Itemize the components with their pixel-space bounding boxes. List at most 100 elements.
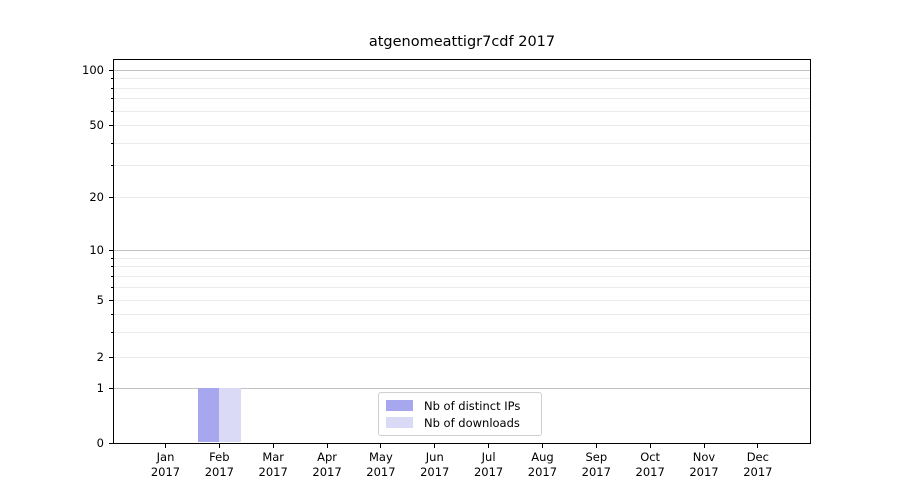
x-tick-label-mar: Mar 2017 bbox=[246, 450, 300, 480]
x-tick-mark-jul bbox=[488, 444, 490, 448]
x-tick-mark-feb bbox=[218, 444, 220, 448]
x-tick-label-apr: Apr 2017 bbox=[300, 450, 354, 480]
gridline-y-2 bbox=[114, 357, 810, 358]
x-tick-year: 2017 bbox=[527, 465, 558, 479]
x-tick-mark-mar bbox=[272, 444, 274, 448]
x-tick-month: Sep bbox=[585, 450, 608, 464]
gridline-y-10 bbox=[114, 250, 810, 251]
gridline-y-6 bbox=[114, 286, 810, 288]
x-tick-label-sep: Sep 2017 bbox=[569, 450, 623, 480]
y-minor-tick-mark-4 bbox=[110, 313, 113, 315]
legend-swatch-0 bbox=[386, 400, 413, 411]
gridline-y-90 bbox=[114, 78, 810, 80]
y-minor-tick-mark-7 bbox=[110, 275, 113, 277]
y-tick-label-5: 5 bbox=[96, 293, 104, 307]
x-tick-year: 2017 bbox=[204, 465, 234, 479]
y-minor-tick-mark-6 bbox=[110, 286, 113, 288]
x-tick-mark-aug bbox=[541, 444, 543, 448]
x-tick-month: Dec bbox=[746, 450, 769, 464]
y-tick-mark-50 bbox=[109, 125, 113, 126]
gridline-y-5 bbox=[114, 300, 810, 301]
x-tick-mark-dec bbox=[757, 444, 759, 448]
y-tick-mark-2 bbox=[109, 357, 113, 358]
bar-nb-of-distinct-ips-feb bbox=[197, 388, 220, 442]
y-minor-tick-mark-3 bbox=[110, 331, 113, 333]
gridline-y-30 bbox=[114, 165, 810, 167]
y-minor-tick-mark-70 bbox=[110, 98, 113, 100]
chart-title: atgenomeattigr7cdf 2017 bbox=[368, 34, 556, 50]
y-tick-mark-100 bbox=[109, 70, 113, 71]
y-tick-label-2: 2 bbox=[96, 350, 104, 364]
x-tick-label-jun: Jun 2017 bbox=[408, 450, 462, 480]
plot-area bbox=[113, 59, 811, 444]
x-tick-label-feb: Feb 2017 bbox=[192, 450, 246, 480]
x-tick-month: Oct bbox=[640, 450, 661, 464]
legend-item-0: Nb of distinct IPs bbox=[386, 399, 541, 413]
gridline-y-40 bbox=[114, 142, 810, 144]
legend: Nb of distinct IPs Nb of downloads bbox=[378, 392, 542, 436]
x-tick-label-jan: Jan 2017 bbox=[139, 450, 193, 480]
x-tick-month: Jul bbox=[481, 450, 496, 464]
x-tick-year: 2017 bbox=[366, 465, 396, 479]
x-tick-year: 2017 bbox=[420, 465, 450, 479]
gridline-y-50 bbox=[114, 125, 810, 126]
bar-nb-of-downloads-feb bbox=[219, 388, 241, 442]
x-tick-label-jul: Jul 2017 bbox=[462, 450, 516, 480]
x-tick-label-nov: Nov 2017 bbox=[677, 450, 731, 480]
legend-item-1: Nb of downloads bbox=[386, 416, 541, 430]
x-tick-mark-sep bbox=[595, 444, 597, 448]
x-tick-year: 2017 bbox=[312, 465, 342, 479]
gridline-y-80 bbox=[114, 87, 810, 89]
x-tick-year: 2017 bbox=[743, 465, 773, 479]
x-tick-month: Jan bbox=[156, 450, 175, 464]
y-minor-tick-mark-8 bbox=[110, 266, 113, 268]
y-tick-mark-1 bbox=[109, 388, 113, 389]
y-tick-label-1: 1 bbox=[96, 381, 104, 395]
x-tick-mark-jun bbox=[434, 444, 436, 448]
y-minor-tick-mark-30 bbox=[110, 165, 113, 167]
x-tick-month: May bbox=[369, 450, 393, 464]
gridline-y-60 bbox=[114, 110, 810, 112]
y-tick-mark-5 bbox=[109, 300, 113, 301]
gridline-y-9 bbox=[114, 257, 810, 259]
gridline-y-3 bbox=[114, 331, 810, 333]
x-tick-month: Apr bbox=[317, 450, 337, 464]
x-tick-month: Nov bbox=[692, 450, 716, 464]
x-tick-mark-jan bbox=[165, 444, 166, 448]
y-tick-mark-10 bbox=[109, 250, 113, 251]
x-tick-mark-apr bbox=[326, 444, 328, 448]
x-tick-mark-oct bbox=[649, 444, 651, 448]
y-tick-mark-20 bbox=[109, 197, 113, 198]
x-tick-year: 2017 bbox=[258, 465, 288, 479]
x-tick-month: Aug bbox=[531, 450, 554, 464]
gridline-y-8 bbox=[114, 266, 810, 268]
gridline-y-1 bbox=[114, 388, 810, 389]
gridline-y-20 bbox=[114, 197, 810, 198]
x-tick-mark-may bbox=[380, 444, 382, 448]
x-tick-label-may: May 2017 bbox=[354, 450, 408, 480]
y-minor-tick-mark-80 bbox=[110, 87, 113, 89]
x-tick-month: Jun bbox=[425, 450, 444, 464]
gridline-y-70 bbox=[114, 98, 810, 100]
y-tick-label-20: 20 bbox=[89, 190, 104, 204]
y-minor-tick-mark-60 bbox=[110, 110, 113, 112]
x-tick-label-oct: Oct 2017 bbox=[623, 450, 677, 480]
gridline-y-7 bbox=[114, 275, 810, 277]
y-tick-label-0: 0 bbox=[96, 436, 104, 450]
gridline-y-100 bbox=[114, 70, 810, 71]
legend-label-1: Nb of downloads bbox=[424, 415, 520, 430]
y-minor-tick-mark-40 bbox=[110, 142, 113, 144]
x-tick-month: Feb bbox=[209, 450, 230, 464]
x-tick-year: 2017 bbox=[150, 465, 181, 479]
y-tick-label-50: 50 bbox=[89, 118, 104, 132]
y-tick-label-10: 10 bbox=[89, 243, 104, 257]
gridline-y-4 bbox=[114, 313, 810, 315]
y-minor-tick-mark-90 bbox=[110, 78, 113, 80]
y-tick-label-100: 100 bbox=[82, 63, 104, 77]
x-tick-label-aug: Aug 2017 bbox=[515, 450, 569, 480]
x-tick-mark-nov bbox=[703, 444, 705, 448]
x-tick-label-dec: Dec 2017 bbox=[731, 450, 785, 480]
x-tick-year: 2017 bbox=[689, 465, 719, 479]
x-tick-month: Mar bbox=[262, 450, 285, 464]
y-tick-mark-0 bbox=[109, 443, 113, 444]
